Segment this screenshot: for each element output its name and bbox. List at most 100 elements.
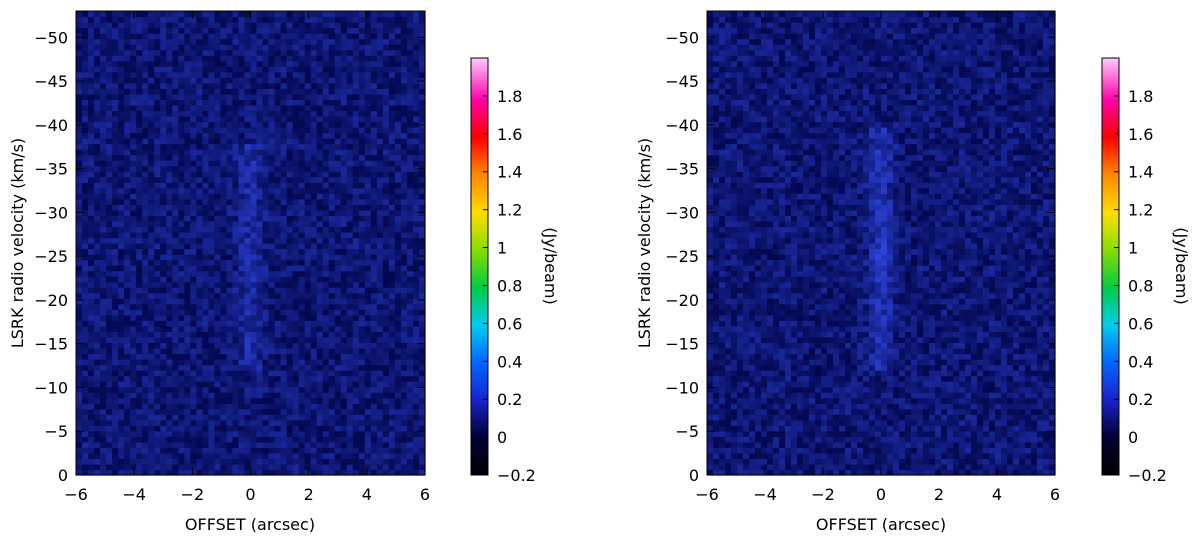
heatmap-cell [208,469,215,476]
heatmap-cell [100,71,107,78]
heatmap-cell [268,320,276,327]
heatmap-cell [400,127,408,134]
heatmap-cell [124,303,131,310]
heatmap-cell [82,276,89,283]
heatmap-cell [280,425,288,432]
heatmap-cell [238,165,246,172]
heatmap-cell [190,88,197,95]
heatmap-cell [316,325,324,332]
heatmap-cell [364,397,372,404]
heatmap-cell [130,309,137,316]
heatmap-cell [268,381,276,388]
heatmap-cell [406,287,414,294]
heatmap-cell [124,55,131,62]
heatmap-cell [388,303,396,310]
heatmap-cell [82,342,89,349]
heatmap-cell [334,309,342,316]
heatmap-cell [322,104,330,112]
heatmap-cell [130,88,137,95]
heatmap-cell [100,397,107,404]
heatmap-cell [358,248,366,255]
heatmap-cell [190,204,197,211]
heatmap-cell [106,248,113,255]
heatmap-cell [214,231,222,239]
heatmap-cell [382,320,390,327]
heatmap-cell [214,226,222,233]
heatmap-cell [244,243,252,250]
heatmap-cell [178,447,185,454]
heatmap-cell [412,243,420,250]
heatmap-cell [268,165,276,172]
heatmap-cell [388,298,396,305]
heatmap-cell [328,66,336,73]
heatmap-cell [166,160,173,167]
heatmap-cell [382,127,390,134]
heatmap-cell [292,458,300,465]
heatmap-cell [112,430,119,437]
heatmap-cell [268,121,276,128]
heatmap-cell [100,38,107,45]
heatmap-cell [112,270,119,277]
heatmap-cell [262,143,270,150]
heatmap-cell [298,336,306,344]
heatmap-cell [382,270,390,277]
heatmap-cell [388,66,396,73]
heatmap-cell [184,121,191,128]
heatmap-cell [310,71,318,78]
heatmap-cell [268,386,276,393]
heatmap-cell [124,132,131,139]
heatmap-cell [292,88,300,95]
heatmap-cell [328,22,336,29]
heatmap-cell [112,458,119,465]
heatmap-cell [388,287,396,294]
heatmap-cell [280,49,288,56]
heatmap-cell [274,44,282,51]
heatmap-cell [298,187,306,194]
heatmap-cell [406,292,414,299]
heatmap-cell [190,270,197,277]
heatmap-cell [328,110,336,117]
heatmap-cell [220,243,228,250]
heatmap-cell [286,347,294,355]
heatmap-cell [274,370,282,377]
heatmap-cell [232,458,240,465]
heatmap-cell [304,314,312,321]
heatmap-cell [190,66,197,73]
heatmap-cell [142,77,149,84]
heatmap-cell [328,77,336,84]
heatmap-cell [232,408,240,415]
heatmap-cell [154,149,161,156]
heatmap-cell [400,276,408,283]
heatmap-cell [340,287,348,294]
heatmap-cell [364,320,372,327]
heatmap-cell [334,403,342,410]
heatmap-cell [358,132,366,139]
heatmap-cell [82,314,89,321]
colorbar-tick-label: 0.8 [497,276,522,295]
heatmap-cell [418,66,426,73]
heatmap-cell [268,226,276,233]
heatmap-cell [130,370,137,377]
heatmap-cell [358,176,366,183]
heatmap-cell [394,370,402,377]
heatmap-cell [256,187,264,194]
heatmap-cell [190,231,197,239]
heatmap-cell [364,403,372,410]
heatmap-cell [232,414,240,421]
heatmap-cell [178,287,185,294]
heatmap-cell [154,33,161,40]
heatmap-cell [244,303,252,310]
heatmap-cell [382,55,390,62]
heatmap-cell [250,447,258,454]
heatmap-cell [400,265,408,272]
heatmap-cell [286,127,294,134]
heatmap-cell [322,375,330,382]
heatmap-cell [244,220,252,228]
heatmap-cell [358,71,366,78]
heatmap-cell [298,182,306,189]
heatmap-cell [184,138,191,145]
heatmap-cell [76,237,83,244]
heatmap-cell [226,248,234,255]
heatmap-cell [148,82,155,89]
heatmap-cell [328,347,336,355]
